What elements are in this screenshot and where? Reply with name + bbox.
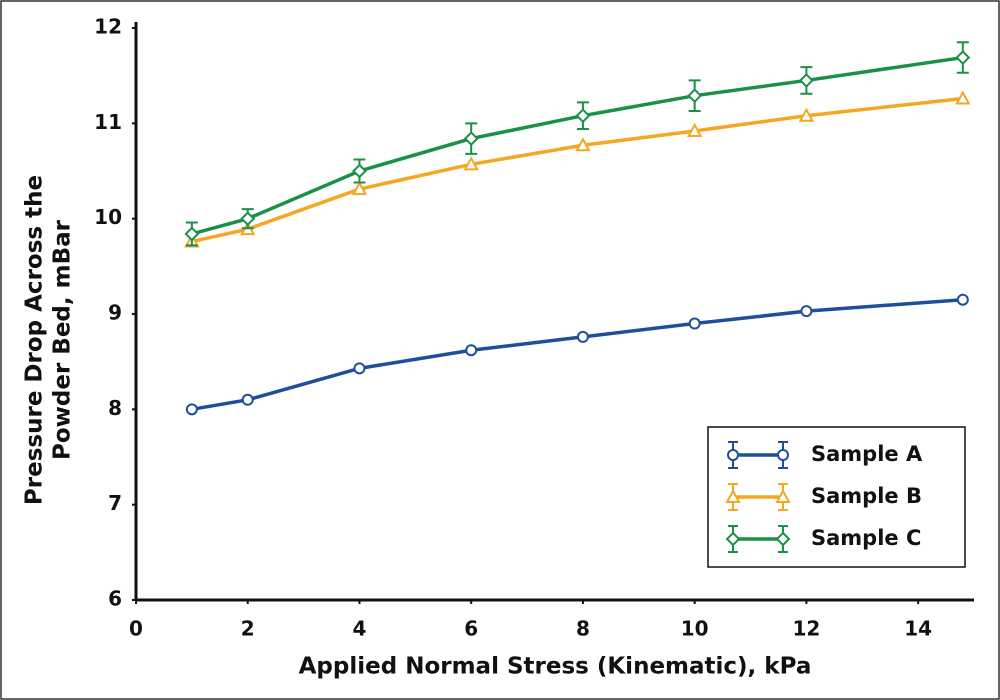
x-tick-label: 6 <box>464 617 478 641</box>
marker <box>727 449 739 461</box>
marker <box>240 211 256 227</box>
marker <box>463 131 479 147</box>
series <box>185 293 969 416</box>
legend-entry: Sample C <box>725 525 921 553</box>
marker <box>687 88 703 104</box>
x-tick-label: 2 <box>241 617 255 641</box>
y-label-line: Pressure Drop Across the <box>22 175 48 505</box>
marker <box>575 108 591 124</box>
x-tick-label: 12 <box>792 617 820 641</box>
y-tick-label: 6 <box>108 587 122 611</box>
marker <box>725 531 741 547</box>
legend-entry: Sample A <box>727 441 923 469</box>
y-tick-label: 10 <box>94 205 122 229</box>
marker <box>184 226 200 242</box>
marker <box>352 163 367 179</box>
y-tick-label: 7 <box>108 491 122 515</box>
marker <box>956 293 969 306</box>
series <box>184 41 971 247</box>
marker <box>465 344 478 357</box>
x-tick-label: 4 <box>353 617 367 641</box>
marker <box>575 137 591 152</box>
marker <box>241 393 254 406</box>
marker <box>725 488 741 503</box>
y-label-line: Powder Bed, mBar <box>50 219 76 460</box>
marker <box>798 107 815 122</box>
x-tick-label: 0 <box>129 617 143 641</box>
y-axis-label: Pressure Drop Across the Powder Bed, mBa… <box>22 175 76 505</box>
marker <box>775 531 791 547</box>
marker <box>686 122 703 137</box>
marker <box>798 73 814 88</box>
marker <box>775 488 791 503</box>
marker <box>955 90 971 105</box>
x-tick-label: 14 <box>904 617 932 641</box>
x-tick-label: 10 <box>681 617 709 641</box>
y-tick-label: 8 <box>108 396 122 420</box>
marker <box>185 403 198 416</box>
marker <box>576 330 589 343</box>
series-line <box>191 297 963 412</box>
marker <box>955 50 971 65</box>
series <box>184 90 971 248</box>
marker <box>688 317 701 330</box>
marker <box>351 181 368 196</box>
y-tick-label: 11 <box>94 110 122 134</box>
legend-entry: Sample B <box>725 483 922 511</box>
series-line <box>191 96 964 244</box>
marker <box>800 305 813 318</box>
marker <box>353 362 366 375</box>
y-tick-label: 9 <box>108 301 122 325</box>
y-tick-label: 12 <box>94 15 122 39</box>
marker <box>777 449 789 461</box>
x-axis-label: Applied Normal Stress (Kinematic), kPa <box>299 654 812 680</box>
marker <box>463 156 479 171</box>
legend-label: Sample A <box>811 442 923 466</box>
x-tick-label: 8 <box>576 617 590 641</box>
legend-label: Sample C <box>811 526 921 550</box>
series-line <box>191 55 964 236</box>
legend-label: Sample B <box>811 484 922 508</box>
